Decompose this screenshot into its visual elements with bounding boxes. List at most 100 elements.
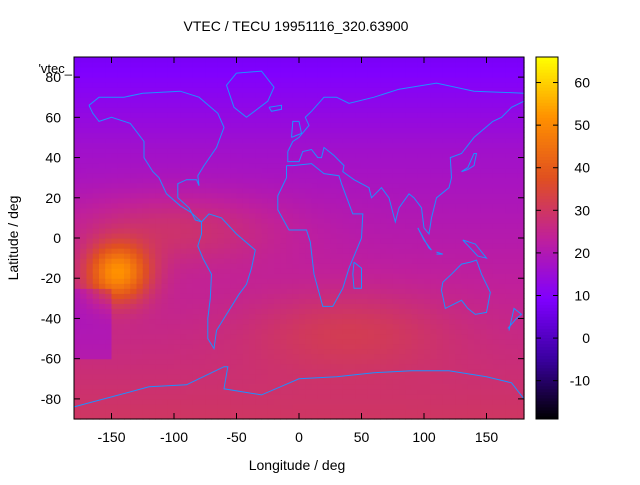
heatmap-cell [480,243,488,249]
heatmap-cell [217,253,225,259]
heatmap-cell [361,107,369,113]
heatmap-cell [342,222,350,229]
heatmap-cell [367,393,375,400]
heatmap-cell [280,333,288,340]
heatmap-cell [499,248,506,254]
heatmap-cell [155,207,163,214]
heatmap-cell [86,253,94,259]
heatmap-cell [174,328,181,335]
heatmap-cell [199,408,206,415]
heatmap-cell [499,308,506,315]
heatmap-cell [230,238,238,244]
heatmap-cell [474,293,481,299]
heatmap-cell [199,87,206,93]
heatmap-cell [499,273,506,279]
heatmap-cell [274,403,281,410]
heatmap-cell [267,263,275,269]
heatmap-cell [455,62,463,68]
heatmap-cell [130,87,138,93]
heatmap-cell [424,328,431,335]
heatmap-cell [455,232,463,239]
heatmap-cell [136,152,144,159]
heatmap-cell [499,288,506,294]
heatmap-cell [336,227,344,234]
heatmap-cell [174,353,181,360]
heatmap-cell [374,192,381,199]
heatmap-cell [274,112,281,118]
heatmap-cell [480,82,488,88]
heatmap-cell [261,227,269,234]
heatmap-cell [242,202,250,209]
heatmap-cell [374,152,381,159]
heatmap-cell [155,197,163,204]
heatmap-cell [342,343,350,350]
heatmap-cell [99,197,106,204]
heatmap-cell [492,202,500,209]
heatmap-cell [330,207,338,214]
heatmap-cell [249,77,256,83]
heatmap-cell [324,308,331,315]
heatmap-cell [430,172,438,179]
heatmap-cell [80,177,88,184]
heatmap-cell [292,333,300,340]
heatmap-cell [380,192,388,199]
heatmap-cell [211,62,219,68]
heatmap-cell [180,202,188,209]
heatmap-cell [205,212,213,219]
heatmap-cell [299,243,306,249]
heatmap-cell [449,288,456,294]
heatmap-cell [467,353,475,360]
heatmap-cell [449,278,456,284]
heatmap-cell [136,92,144,98]
heatmap-cell [224,388,231,395]
heatmap-cell [199,142,206,149]
heatmap-cell [499,232,506,239]
heatmap-cell [255,273,263,279]
heatmap-cell [242,378,250,385]
heatmap-cell [492,127,500,134]
heatmap-cell [380,248,388,254]
heatmap-cell [267,358,275,365]
heatmap-cell [117,408,125,415]
heatmap-cell [174,152,181,159]
heatmap-cell [311,57,319,63]
heatmap-cell [124,142,131,149]
heatmap-cell [424,62,431,68]
heatmap-cell [324,268,331,274]
heatmap-cell [505,298,513,304]
heatmap-cell [380,318,388,325]
heatmap-cell [199,338,206,345]
heatmap-cell [199,197,206,204]
heatmap-cell [217,248,225,254]
heatmap-cell [74,92,81,98]
heatmap-cell [205,348,213,355]
heatmap-cell [436,263,444,269]
heatmap-cell [230,77,238,83]
heatmap-cell [292,232,300,239]
heatmap-cell [117,192,125,199]
heatmap-cell [299,298,306,304]
heatmap-cell [211,122,219,128]
heatmap-cell [492,172,500,179]
heatmap-cell [155,102,163,108]
heatmap-cell [261,263,269,269]
heatmap-cell [174,258,181,264]
heatmap-cell [424,333,431,340]
heatmap-cell [161,318,169,325]
heatmap-cell [442,273,450,279]
heatmap-cell [430,378,438,385]
heatmap-cell [80,92,88,98]
heatmap-cell [480,212,488,219]
heatmap-cell [161,142,169,149]
heatmap-cell [130,408,138,415]
heatmap-cell [224,172,231,179]
heatmap-cell [292,343,300,350]
heatmap-cell [99,112,106,118]
heatmap-cell [392,132,400,139]
heatmap-cell [205,263,213,269]
heatmap-cell [424,172,431,179]
heatmap-cell [486,72,494,78]
heatmap-cell [342,248,350,254]
heatmap-cell [274,122,281,128]
heatmap-cell [124,278,131,284]
